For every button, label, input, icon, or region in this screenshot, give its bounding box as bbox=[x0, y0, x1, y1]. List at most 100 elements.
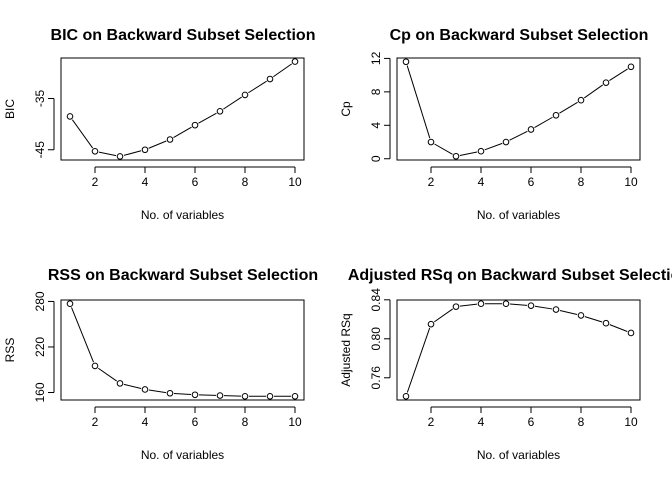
x-tick-label: 8 bbox=[242, 415, 249, 429]
x-tick-label: 6 bbox=[192, 175, 199, 189]
x-tick-label: 8 bbox=[578, 415, 585, 429]
data-point bbox=[502, 300, 510, 308]
x-axis-label: No. of variables bbox=[141, 208, 224, 222]
data-point bbox=[216, 392, 224, 399]
data-point bbox=[116, 153, 124, 160]
series-line-segment bbox=[98, 151, 117, 157]
data-point bbox=[402, 58, 410, 66]
y-tick-label: 0.76 bbox=[369, 366, 383, 390]
data-point bbox=[191, 121, 199, 129]
chart-panel-2: Cp on Backward Subset Selection 2 4 6 8 10 0 4 8… bbox=[339, 27, 648, 222]
series-line-segment bbox=[71, 307, 94, 363]
series-line-segment bbox=[198, 112, 217, 124]
series-line-segment bbox=[248, 80, 267, 94]
y-tick-label: 220 bbox=[33, 337, 47, 357]
y-tick-label: 280 bbox=[33, 291, 47, 311]
chart-panel-4: Adjusted RSq on Backward Subset Selectio… bbox=[339, 267, 672, 462]
data-point bbox=[577, 312, 585, 319]
data-point bbox=[266, 75, 274, 83]
data-point bbox=[602, 79, 610, 86]
plot-frame bbox=[60, 57, 305, 161]
data-point bbox=[291, 392, 299, 400]
series-line-segment bbox=[534, 116, 553, 128]
data-point bbox=[527, 302, 535, 309]
y-tick-label: 0 bbox=[369, 155, 383, 162]
series-line-segment bbox=[584, 316, 603, 323]
series-line-segment bbox=[198, 394, 217, 396]
y-axis-label: BIC bbox=[3, 99, 17, 119]
y-tick-label: 0.84 bbox=[369, 288, 383, 312]
data-point bbox=[166, 136, 174, 143]
series-line-segment bbox=[583, 84, 604, 99]
data-point bbox=[627, 329, 635, 337]
series-line-segment bbox=[609, 324, 628, 332]
x-tick-label: 10 bbox=[288, 415, 302, 429]
data-point bbox=[627, 63, 635, 71]
chart-title: RSS on Backward Subset Selection bbox=[48, 267, 318, 284]
series-line-segment bbox=[609, 68, 628, 81]
data-point bbox=[452, 303, 460, 310]
x-tick-label: 6 bbox=[528, 175, 535, 189]
data-point bbox=[91, 147, 99, 155]
y-axis-label: Adjusted RSq bbox=[339, 313, 353, 386]
x-tick-label: 8 bbox=[242, 175, 249, 189]
x-tick-label: 2 bbox=[428, 175, 435, 189]
x-tick-label: 2 bbox=[92, 175, 99, 189]
data-point bbox=[66, 300, 74, 308]
data-point bbox=[452, 152, 460, 160]
chart-panel-3: RSS on Backward Subset Selection 2 4 6 8 10 16… bbox=[3, 267, 318, 462]
series-line-segment bbox=[97, 367, 118, 382]
x-tick-label: 10 bbox=[624, 175, 638, 189]
plot-frame bbox=[60, 299, 305, 401]
data-point bbox=[427, 320, 435, 328]
x-tick-label: 2 bbox=[92, 415, 99, 429]
series-line-segment bbox=[223, 395, 242, 397]
data-point bbox=[552, 306, 560, 313]
y-tick-label: 8 bbox=[369, 88, 383, 95]
series-line-segment bbox=[484, 142, 503, 151]
data-point bbox=[216, 108, 224, 115]
y-tick-label: -45 bbox=[33, 141, 47, 159]
x-axis-label: No. of variables bbox=[477, 208, 560, 222]
y-axis-label: RSS bbox=[3, 338, 17, 363]
series-line-segment bbox=[173, 392, 192, 396]
x-tick-label: 10 bbox=[624, 415, 638, 429]
series-line-segment bbox=[223, 96, 242, 110]
data-point bbox=[116, 380, 124, 387]
series-line-segment bbox=[534, 305, 553, 310]
data-point bbox=[477, 300, 485, 308]
series-line-segment bbox=[272, 63, 293, 78]
data-point bbox=[402, 392, 410, 400]
x-tick-label: 2 bbox=[428, 415, 435, 429]
x-tick-label: 4 bbox=[142, 175, 149, 189]
series-line-segment bbox=[509, 130, 528, 141]
series-line-segment bbox=[173, 126, 192, 138]
data-point bbox=[241, 392, 249, 400]
series-line-segment bbox=[406, 65, 431, 139]
x-tick-label: 4 bbox=[142, 415, 149, 429]
x-axis-label: No. of variables bbox=[477, 448, 560, 462]
x-tick-label: 4 bbox=[478, 415, 485, 429]
plot-frame bbox=[396, 299, 641, 401]
data-point bbox=[477, 147, 485, 155]
x-tick-label: 6 bbox=[528, 415, 535, 429]
series-line-segment bbox=[148, 389, 167, 394]
data-point bbox=[66, 113, 74, 120]
data-point bbox=[191, 391, 199, 399]
series-line-segment bbox=[123, 150, 142, 156]
series-line-segment bbox=[459, 303, 478, 307]
data-point bbox=[527, 126, 535, 133]
series-line-segment bbox=[559, 309, 578, 315]
series-line-segment bbox=[123, 383, 142, 389]
data-point bbox=[291, 58, 299, 65]
data-point bbox=[241, 91, 249, 99]
data-point bbox=[427, 138, 435, 146]
x-tick-label: 10 bbox=[288, 175, 302, 189]
x-tick-label: 6 bbox=[192, 415, 199, 429]
data-point bbox=[266, 392, 274, 400]
series-line-segment bbox=[434, 143, 453, 155]
series-line-segment bbox=[406, 327, 431, 393]
data-point bbox=[577, 96, 585, 104]
series-line-segment bbox=[509, 303, 528, 306]
